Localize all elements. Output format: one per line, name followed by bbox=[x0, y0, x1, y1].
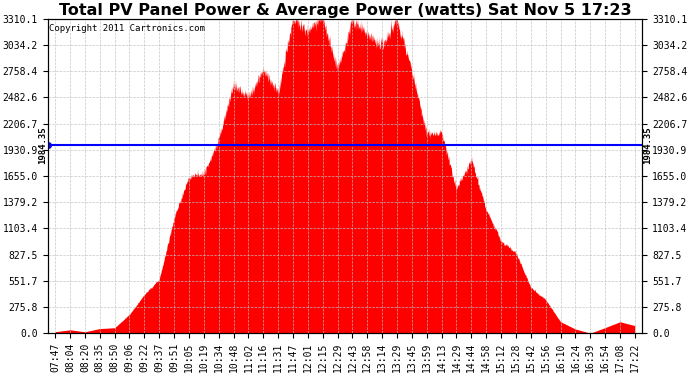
Text: Copyright 2011 Cartronics.com: Copyright 2011 Cartronics.com bbox=[49, 24, 205, 33]
Text: 1984.35: 1984.35 bbox=[38, 126, 47, 164]
Text: 1984.35: 1984.35 bbox=[643, 126, 652, 164]
Title: Total PV Panel Power & Average Power (watts) Sat Nov 5 17:23: Total PV Panel Power & Average Power (wa… bbox=[59, 3, 631, 18]
